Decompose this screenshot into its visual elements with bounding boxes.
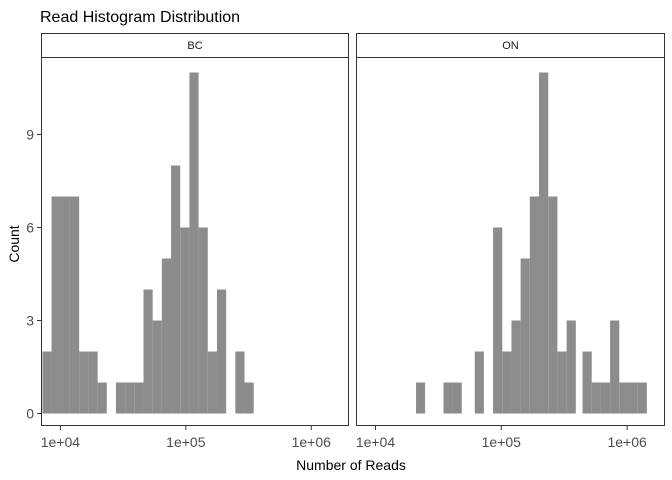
x-tick-label: 1e+05: [482, 434, 522, 450]
histogram-bar: [600, 382, 611, 414]
histogram-bar: [134, 382, 144, 414]
facet-strip: [356, 33, 665, 58]
histogram-bar: [143, 289, 153, 414]
histogram-bar: [443, 382, 453, 414]
histogram-bar: [529, 196, 540, 414]
histogram-bar: [42, 351, 52, 414]
histogram-bar: [610, 320, 620, 414]
histogram-bar: [452, 382, 462, 414]
histogram-bar: [235, 351, 245, 414]
x-tick-label: 1e+06: [292, 434, 332, 450]
x-axis-title: Number of Reads: [296, 457, 406, 473]
x-tick-label: 1e+04: [41, 434, 81, 450]
y-tick-label: 6: [26, 220, 34, 236]
histogram-bar: [520, 258, 530, 414]
y-tick-label: 0: [26, 406, 34, 422]
panel-border: [356, 57, 665, 426]
histogram-bar: [207, 351, 217, 414]
histogram-bar: [69, 196, 80, 414]
histogram-bar: [115, 382, 126, 414]
histogram-bar: [60, 196, 70, 414]
histogram-bar: [474, 351, 484, 414]
histogram-bar: [88, 351, 98, 414]
histogram-bar: [493, 227, 503, 414]
histogram-bar: [180, 227, 190, 414]
histogram-bar: [591, 382, 601, 414]
histogram-bar: [51, 196, 61, 414]
histogram-bar: [198, 227, 208, 414]
facet-strip-label: ON: [502, 40, 519, 52]
histogram-bar: [539, 72, 549, 414]
panel-border: [41, 57, 349, 426]
y-axis: 0 3 6 9: [26, 127, 41, 422]
histogram-bar: [216, 289, 227, 414]
histogram-bar: [511, 320, 521, 414]
y-tick-label: 3: [26, 313, 34, 329]
histogram-bar: [628, 382, 638, 414]
histogram-bar: [161, 258, 172, 414]
histogram-bar: [548, 196, 558, 414]
facet-strip-label: BC: [187, 40, 202, 52]
x-tick-label: 1e+06: [607, 434, 647, 450]
histogram-bar: [152, 320, 162, 414]
histogram-bar: [566, 320, 576, 414]
histogram-bar: [189, 72, 199, 414]
histogram-bar: [171, 165, 181, 414]
histogram-bar: [619, 382, 629, 414]
x-tick-label: 1e+04: [356, 434, 396, 450]
histogram-bar: [557, 351, 567, 414]
histogram-bar: [582, 351, 592, 414]
facet-panels: BC 1e+04 1e+05 1e+06 ON 1e+04 1e+05 1e+06: [41, 33, 665, 450]
facet-strip: [41, 33, 349, 58]
chart-title: Read Histogram Distribution: [40, 9, 240, 26]
histogram-bar: [502, 351, 512, 414]
histogram-bar: [244, 382, 254, 414]
x-tick-label: 1e+05: [166, 434, 206, 450]
histogram-bar: [125, 382, 135, 414]
histogram-bar: [637, 382, 647, 414]
histogram-bar: [97, 382, 107, 414]
y-axis-title: Count: [6, 225, 22, 262]
histogram-bar: [416, 382, 426, 414]
histogram-bar: [79, 351, 89, 414]
facet-panel-on: ON 1e+04 1e+05 1e+06: [356, 33, 665, 450]
facet-panel-bc: BC 1e+04 1e+05 1e+06: [41, 33, 349, 450]
y-tick-label: 9: [26, 127, 34, 143]
